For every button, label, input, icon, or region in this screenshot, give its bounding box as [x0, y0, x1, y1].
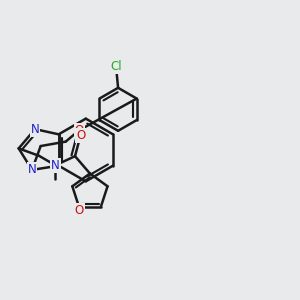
Text: N: N [51, 159, 60, 172]
Text: Cl: Cl [111, 60, 122, 73]
Text: O: O [75, 124, 84, 137]
Text: N: N [31, 123, 39, 136]
Text: N: N [28, 164, 36, 176]
Text: O: O [74, 204, 84, 217]
Text: O: O [76, 129, 86, 142]
